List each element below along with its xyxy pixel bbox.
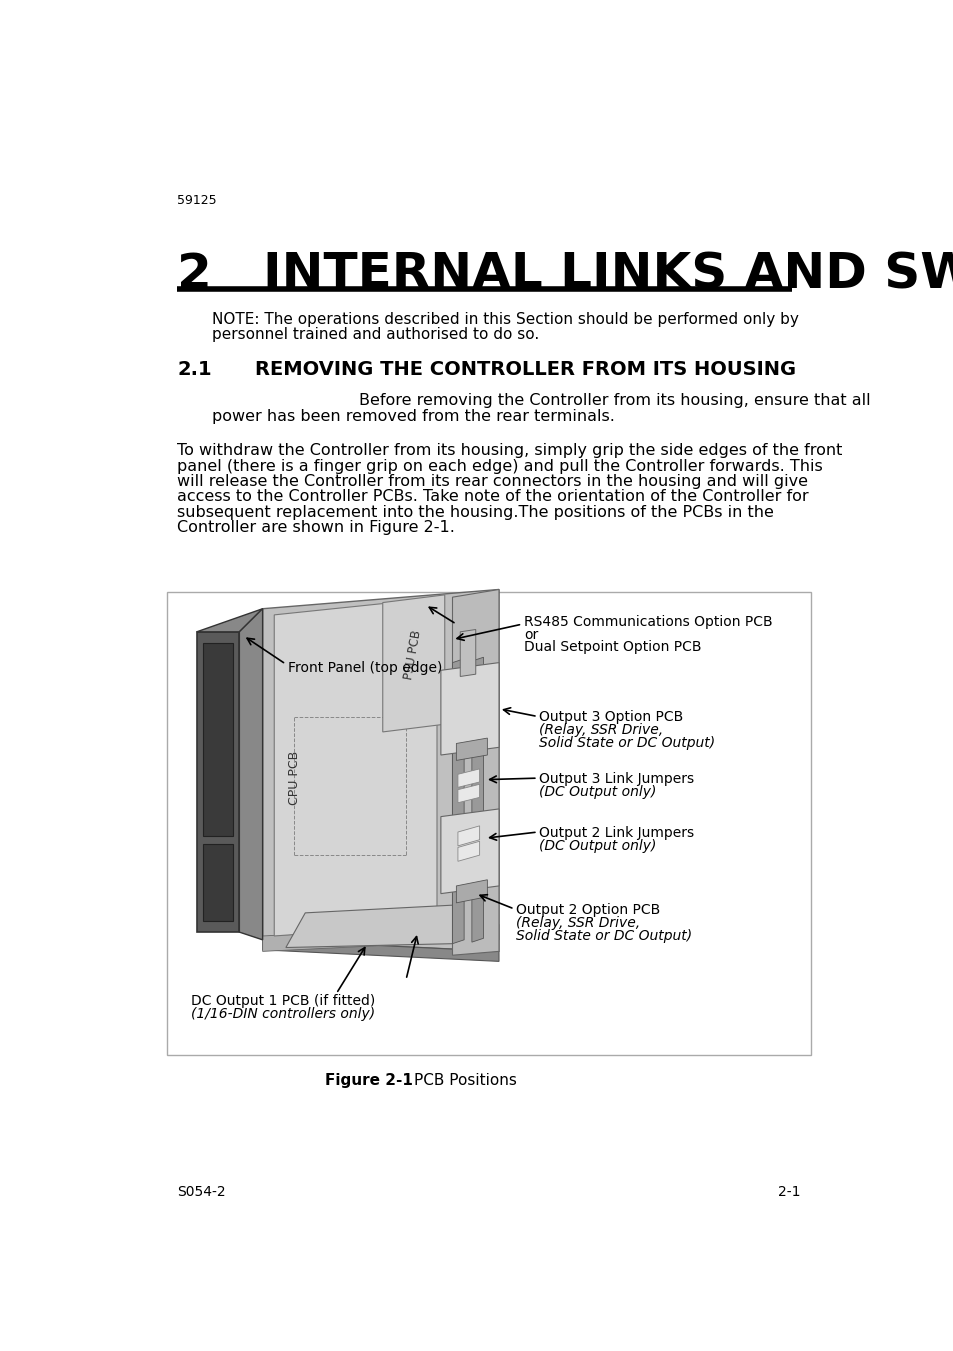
Text: (Relay, SSR Drive,: (Relay, SSR Drive, [538,723,662,736]
Polygon shape [440,809,498,893]
Text: panel (there is a finger grip on each edge) and pull the Controller forwards. Th: panel (there is a finger grip on each ed… [177,458,822,474]
Text: CPU PCB: CPU PCB [288,751,301,805]
Text: RS485 Communications Option PCB: RS485 Communications Option PCB [523,615,772,628]
Text: NOTE: The operations described in this Section should be performed only by: NOTE: The operations described in this S… [212,312,799,327]
Text: PSU PCB: PSU PCB [402,630,423,681]
Text: subsequent replacement into the housing.The positions of the PCBs in the: subsequent replacement into the housing.… [177,505,774,520]
Text: Output 2 Option PCB: Output 2 Option PCB [516,902,659,917]
Polygon shape [459,630,476,677]
Text: Dual Setpoint Option PCB: Dual Setpoint Option PCB [523,640,700,654]
Text: REMOVING THE CONTROLLER FROM ITS HOUSING: REMOVING THE CONTROLLER FROM ITS HOUSING [254,359,795,380]
Text: power has been removed from the rear terminals.: power has been removed from the rear ter… [212,408,615,423]
Polygon shape [203,843,233,920]
Text: DC Output 1 PCB (if fitted): DC Output 1 PCB (if fitted) [191,994,375,1008]
Polygon shape [440,662,498,755]
Polygon shape [196,632,239,932]
Text: (Relay, SSR Drive,: (Relay, SSR Drive, [516,916,639,929]
Text: personnel trained and authorised to do so.: personnel trained and authorised to do s… [212,327,539,342]
Polygon shape [456,880,487,902]
Text: (1/16-DIN controllers only): (1/16-DIN controllers only) [191,1006,375,1021]
Text: PCB Positions: PCB Positions [414,1073,517,1088]
Text: Figure 2-1: Figure 2-1 [324,1073,412,1088]
Polygon shape [196,609,262,632]
Text: To withdraw the Controller from its housing, simply grip the side edges of the f: To withdraw the Controller from its hous… [177,443,841,458]
Polygon shape [262,940,498,962]
Polygon shape [203,643,233,836]
Text: INTERNAL LINKS AND SWITCHES: INTERNAL LINKS AND SWITCHES [262,251,953,299]
Text: (DC Output only): (DC Output only) [538,839,656,852]
Polygon shape [239,609,262,940]
Polygon shape [274,598,436,936]
Text: Solid State or DC Output): Solid State or DC Output) [538,736,715,750]
Text: Output 3 Option PCB: Output 3 Option PCB [538,709,683,724]
Polygon shape [452,589,498,955]
Polygon shape [472,657,483,942]
Text: 2-1: 2-1 [777,1185,800,1198]
Text: 59125: 59125 [177,195,216,208]
Polygon shape [457,785,479,802]
Text: will release the Controller from its rear connectors in the housing and will giv: will release the Controller from its rea… [177,474,807,489]
Bar [167,592,810,1055]
Polygon shape [456,738,487,761]
Text: Front Panel (top edge): Front Panel (top edge) [288,661,442,676]
Text: Before removing the Controller from its housing, ensure that all: Before removing the Controller from its … [359,393,870,408]
Polygon shape [286,905,452,947]
Text: 2: 2 [177,251,212,299]
Text: 2.1: 2.1 [177,359,212,380]
Text: Controller are shown in Figure 2-1.: Controller are shown in Figure 2-1. [177,520,455,535]
Polygon shape [382,594,444,732]
Text: access to the Controller PCBs. Take note of the orientation of the Controller fo: access to the Controller PCBs. Take note… [177,489,808,504]
Polygon shape [262,924,498,951]
Polygon shape [457,769,479,788]
Polygon shape [457,842,479,862]
Text: Solid State or DC Output): Solid State or DC Output) [516,929,692,943]
Polygon shape [457,825,479,846]
Polygon shape [262,589,498,951]
Text: S054-2: S054-2 [177,1185,226,1198]
Text: (DC Output only): (DC Output only) [538,785,656,798]
Text: Output 3 Link Jumpers: Output 3 Link Jumpers [538,771,694,786]
Text: Output 2 Link Jumpers: Output 2 Link Jumpers [538,825,694,840]
Polygon shape [452,659,464,943]
Text: or: or [523,628,537,642]
